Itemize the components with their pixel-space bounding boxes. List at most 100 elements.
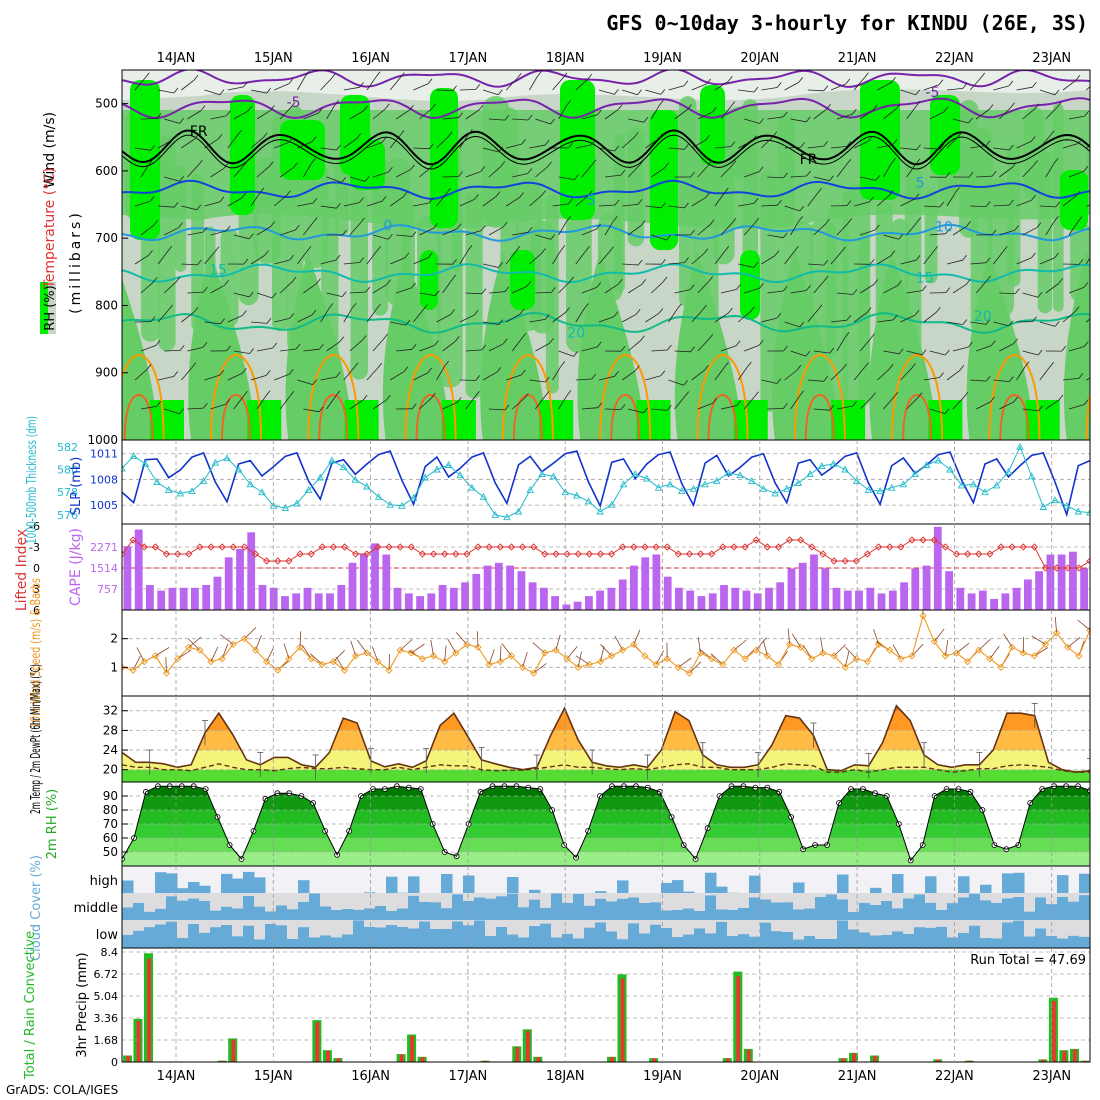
wind-barb-flag — [311, 136, 317, 142]
wind-barb — [204, 374, 220, 381]
wind-barb — [946, 192, 956, 207]
cloud-bar-low — [826, 938, 838, 948]
wind-barb — [737, 366, 748, 381]
precip-conv-bar — [1041, 1059, 1046, 1062]
wind-barb-flag — [168, 304, 173, 311]
cloud-bar-low — [265, 924, 277, 948]
wind-barb — [830, 83, 846, 91]
wind-barb-flag — [955, 187, 960, 193]
cape-bar — [877, 593, 886, 610]
cloud-bar-middle — [331, 909, 343, 920]
wind-barb — [274, 373, 290, 381]
wind-barb-flag — [1037, 349, 1043, 356]
wind-barb-flag — [335, 371, 341, 378]
wind-barb-flag — [481, 344, 487, 351]
lifted-point — [585, 550, 593, 558]
temp-contour-15 — [122, 263, 1090, 284]
wind-barb-flag — [566, 390, 572, 396]
cloud-gap — [1079, 893, 1090, 896]
wind-barb-flag — [312, 379, 318, 385]
cloud-gap — [353, 893, 365, 910]
wind-barb-flag — [703, 248, 709, 254]
slp-right-label: SLP (mb) — [69, 457, 84, 516]
wind-barb-flag — [574, 174, 579, 180]
wind10m-barb — [356, 639, 368, 654]
wind-barb — [279, 281, 293, 294]
temp-band — [122, 730, 1090, 751]
wind-barb — [738, 140, 753, 149]
cape-bar — [1024, 579, 1032, 610]
cape-bar — [314, 593, 323, 610]
wind-barb — [552, 77, 564, 91]
wind-barb-flag — [365, 286, 371, 293]
wind-barb-flag — [869, 196, 874, 202]
cloud-bar-low — [694, 928, 706, 948]
wind-barb — [1062, 378, 1079, 381]
wind-barb — [714, 192, 725, 207]
wind-barb-flag — [359, 197, 364, 203]
wind-barb-flag — [596, 282, 602, 288]
wind-barb — [946, 136, 959, 149]
cloud-gap — [716, 920, 728, 922]
cloud-gap — [199, 920, 211, 933]
temp-contour-30 — [804, 393, 835, 440]
wind-barb — [465, 292, 482, 295]
wind-barb-flag — [444, 360, 449, 367]
wind10m-barb — [476, 631, 479, 648]
cloud-gap — [320, 920, 332, 936]
cloud-bar-middle — [452, 894, 464, 920]
wind-barb — [488, 408, 506, 411]
wind-barb — [256, 395, 267, 410]
wind-barb-flag — [806, 116, 811, 123]
wind-barb — [326, 176, 342, 183]
lifted-point — [752, 536, 760, 544]
wind-barb — [877, 319, 894, 323]
wind-barb-flag — [783, 172, 788, 179]
cloud-bar-low — [815, 938, 827, 948]
thickness-point — [269, 501, 278, 509]
wind-barb-flag — [596, 109, 602, 116]
precip-conv-bar — [1073, 1049, 1077, 1062]
wind-barb-flag — [519, 308, 525, 315]
wind10m-barb — [892, 644, 902, 659]
wind-barb — [969, 77, 982, 91]
wind-barb-flag — [916, 144, 921, 150]
wind-barb — [558, 105, 568, 120]
wind-barb-flag — [290, 101, 296, 108]
cloud-bar-middle — [694, 910, 706, 920]
thickness-point — [246, 480, 255, 488]
wind-barb — [999, 401, 1014, 410]
wind-barb — [535, 292, 552, 294]
wind-barb — [813, 408, 830, 411]
rh-bright-base — [441, 400, 476, 440]
cape-tick-label: 2271 — [90, 541, 118, 554]
wind-barb-flag — [643, 407, 649, 414]
wind-barb — [158, 376, 174, 381]
wind-barb-flag — [560, 245, 566, 251]
cloud-bar-high — [617, 880, 629, 893]
wind-barb-flag — [288, 136, 294, 143]
wind-barb-flag — [776, 82, 782, 88]
wind-barb-flag — [826, 103, 831, 110]
wind-barb-flag — [474, 194, 479, 200]
wind-barb-flag — [456, 397, 462, 403]
wind-barb — [436, 89, 453, 92]
wind-barb-flag — [968, 171, 974, 178]
wind-barb-flag — [386, 279, 391, 285]
wind-barb-flag — [427, 252, 433, 258]
wind-barb-flag — [1054, 321, 1060, 327]
cloud-gap — [859, 920, 871, 933]
contour-label: 15 — [916, 271, 934, 287]
bottom-date-label: 22JAN — [935, 1069, 974, 1084]
lifted-point — [641, 543, 649, 551]
wind-barb — [326, 341, 340, 352]
rh-band — [122, 852, 1090, 866]
cape-bar — [753, 593, 762, 610]
lifted-point — [908, 536, 916, 544]
wind10m-barb — [266, 647, 275, 662]
wind-barb-flag — [146, 364, 152, 370]
cloud-gap — [958, 893, 970, 898]
frame-precip — [121, 947, 1091, 1063]
wind-barb — [303, 348, 320, 352]
wind-barb — [877, 195, 890, 207]
